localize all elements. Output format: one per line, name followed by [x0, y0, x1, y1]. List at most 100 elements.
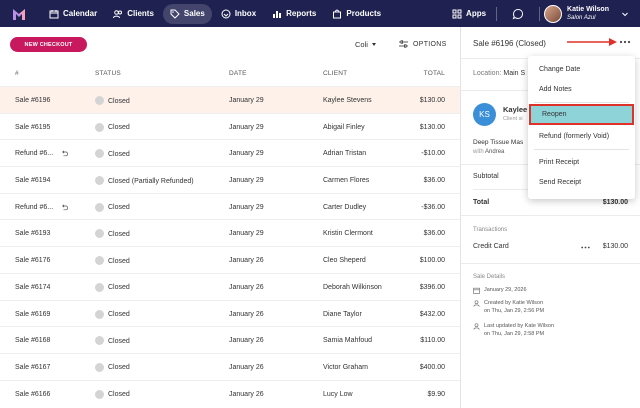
user-name: Katie Wilson: [567, 5, 609, 13]
menu-item-add-notes[interactable]: Add Notes: [539, 85, 572, 93]
row-client: Samia Mahfoud: [323, 337, 373, 345]
row-client: Adrian Tristan: [323, 150, 367, 158]
row-total: $130.00: [419, 97, 445, 104]
menu-item-reopen[interactable]: Reopen: [529, 104, 634, 125]
table-row[interactable]: Refund #6... Closed January 29 Carter Dudle…: [0, 192, 460, 220]
user-info[interactable]: Katie Wilson Salon Azul: [567, 5, 609, 23]
row-sale-number: Sale #6193: [15, 230, 50, 237]
row-status: Closed: [95, 389, 130, 399]
table-row[interactable]: Sale #6196 Closed January 29 Kaylee Stevens…: [0, 86, 460, 113]
location-value: Main S: [503, 70, 526, 77]
table-row[interactable]: Sale #6169 Closed January 26 Diane Taylor $4…: [0, 299, 460, 327]
bag-icon: [333, 9, 342, 18]
nav-products[interactable]: Products: [325, 4, 388, 24]
row-date: January 29: [229, 97, 264, 104]
clients-icon: [113, 9, 123, 18]
transaction-amount: $130.00: [602, 243, 628, 250]
row-client: Victor Graham: [323, 363, 368, 371]
table-row[interactable]: Sale #6166 Closed January 26 Lucy Low $9.90: [0, 379, 460, 407]
row-total: $9.90: [427, 390, 445, 398]
apps-grid-icon: [452, 9, 462, 18]
more-options-icon[interactable]: [619, 39, 631, 45]
client-avatar[interactable]: KS: [473, 103, 496, 126]
menu-item-print-receipt[interactable]: Print Receipt: [539, 158, 580, 166]
divider: [461, 90, 531, 91]
transaction-more-icon[interactable]: [581, 246, 590, 249]
user-avatar[interactable]: [544, 4, 563, 23]
apps-button[interactable]: Apps: [446, 9, 492, 19]
sale-number: Sale #6193: [15, 230, 51, 238]
col-header-status[interactable]: STATUS: [95, 70, 121, 77]
table-row[interactable]: Sale #6176 Closed January 26 Cleo Sheperd $1…: [0, 246, 460, 273]
row-total: $432.00: [419, 310, 445, 318]
row-sale-number: Sale #6194: [15, 177, 50, 184]
status-text: Closed: [108, 124, 130, 132]
sale-date: January 29, 2026: [484, 287, 527, 293]
row-date: January 26: [229, 283, 264, 291]
nav-separator: [496, 6, 498, 21]
created-by-row: Created by Katie Wilson on Thu, Jan 29, …: [473, 299, 544, 315]
sales-table-body: Sale #6196 Closed January 29 Kaylee Stevens…: [0, 86, 460, 406]
new-checkout-button[interactable]: NEW CHECKOUT: [10, 37, 87, 52]
menu-item-refund[interactable]: Refund (formerly Void): [539, 132, 610, 140]
status-text: Closed: [108, 364, 130, 372]
row-status: Closed (Partially Refunded): [95, 176, 194, 186]
row-client: Kristin Clermont: [323, 230, 373, 238]
menu-item-send-receipt[interactable]: Send Receipt: [539, 178, 582, 186]
row-date: January 26: [229, 363, 264, 371]
row-sale-number: Sale #6196: [15, 97, 50, 104]
nav-sales[interactable]: Sales: [162, 3, 212, 24]
table-row[interactable]: Refund #6... Closed January 29 Adrian Trist…: [0, 139, 460, 166]
nav-inbox[interactable]: Inbox: [214, 4, 263, 24]
row-total: -$36.00: [421, 203, 445, 211]
updated-on: on Thu, Jan 29, 2:58 PM: [484, 331, 545, 337]
row-date: January 26: [229, 390, 264, 398]
table-row[interactable]: Sale #6193 Closed January 29 Kristin Clermo…: [0, 219, 460, 246]
client-name[interactable]: Kaylee: [503, 105, 528, 114]
status-dot: [95, 389, 104, 399]
client-subtext: Client si: [503, 116, 523, 122]
row-status: Closed: [95, 282, 130, 292]
updated-by: Last updated by Kate Wilson: [484, 323, 555, 329]
row-sale-number: Sale #6174: [15, 284, 50, 291]
status-text: Closed: [108, 97, 130, 105]
table-row[interactable]: Sale #6195 Closed January 29 Abigail Finley…: [0, 112, 460, 140]
total-label: Total: [473, 199, 490, 206]
location-filter-dropdown[interactable]: Coli: [355, 40, 376, 49]
app-logo[interactable]: [13, 8, 25, 20]
table-row[interactable]: Sale #6194 Closed (Partially Refunded) Jan…: [0, 166, 460, 193]
table-row[interactable]: Sale #6168 Closed January 26 Samia Mahfoud $…: [0, 326, 460, 353]
col-header-total[interactable]: TOTAL: [423, 70, 445, 77]
table-row[interactable]: Sale #6174 Closed January 26 Deborah Wilkin…: [0, 272, 460, 300]
row-status: Closed: [95, 336, 130, 346]
options-button[interactable]: OPTIONS: [399, 40, 447, 48]
sale-date-row: January 29, 2026: [473, 286, 527, 294]
bar-chart-icon: [273, 10, 282, 18]
row-date: January 26: [229, 257, 264, 265]
col-header-date[interactable]: DATE: [229, 70, 247, 77]
col-header-client[interactable]: CLIENT: [323, 70, 348, 77]
row-sale-number: Refund #6...: [15, 204, 68, 211]
row-total: $36.00: [423, 177, 445, 185]
status-dot: [95, 202, 104, 212]
nav-inbox-label: Inbox: [234, 9, 257, 18]
status-dot: [95, 256, 104, 266]
sale-number: Sale #6194: [15, 177, 51, 185]
calendar-icon: [49, 9, 59, 18]
sale-number: Sale #6167: [15, 363, 51, 371]
col-header-number[interactable]: #: [15, 70, 19, 77]
nav-calendar[interactable]: Calendar: [42, 4, 104, 24]
service-with-name: Andrea: [485, 149, 505, 155]
nav-reports[interactable]: Reports: [265, 4, 323, 24]
row-total: -$10.00: [421, 150, 445, 158]
service-provider: with Andrea: [473, 149, 504, 155]
row-status: Closed: [95, 149, 130, 159]
menu-item-change-date[interactable]: Change Date: [539, 65, 581, 73]
row-sale-number: Sale #6166: [15, 391, 50, 398]
chevron-down-icon[interactable]: [621, 10, 629, 18]
sale-location: Location: Main S: [473, 70, 525, 77]
table-row[interactable]: Sale #6167 Closed January 26 Victor Graham $…: [0, 352, 460, 380]
nav-clients[interactable]: Clients: [106, 4, 161, 24]
chat-icon[interactable]: [512, 8, 524, 20]
sale-number: Sale #6166: [15, 390, 51, 398]
